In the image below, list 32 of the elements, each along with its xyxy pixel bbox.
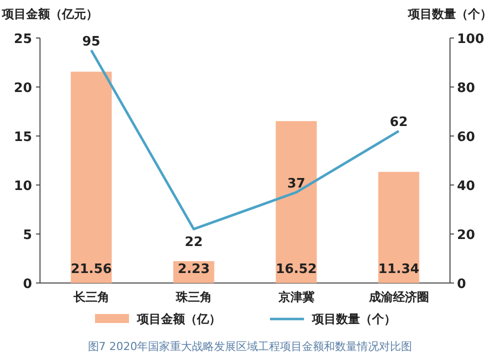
data-label: 22 xyxy=(184,235,203,250)
data-label: 2.23 xyxy=(178,262,210,277)
y-tick-label: 0 xyxy=(22,277,32,292)
data-label: 11.34 xyxy=(378,262,420,277)
bar xyxy=(276,121,317,283)
x-tick-label: 长三角 xyxy=(72,290,110,304)
data-label: 16.52 xyxy=(276,262,317,277)
y-tick-label: 10 xyxy=(14,179,32,194)
legend-label: 项目数量（个） xyxy=(311,312,396,326)
y-tick-label: 5 xyxy=(22,228,32,243)
data-label: 95 xyxy=(82,34,100,50)
y2-tick-label: 40 xyxy=(457,179,476,194)
bar xyxy=(70,72,112,283)
y2-tick-label: 60 xyxy=(457,130,476,145)
y2-tick-label: 0 xyxy=(457,277,466,292)
bar xyxy=(378,172,420,283)
x-tick-label: 珠三角 xyxy=(174,290,212,304)
data-label: 21.56 xyxy=(70,262,112,277)
y2-tick-label: 100 xyxy=(457,32,484,47)
y2-tick-label: 80 xyxy=(457,81,476,96)
y2-axis-title: 项目数量（个） xyxy=(407,7,492,21)
y-tick-label: 20 xyxy=(14,81,32,96)
caption: 图7 2020年国家重大战略发展区域工程项目金额和数量情况对比图 xyxy=(88,340,412,353)
y-axis-title: 项目金额（亿元） xyxy=(1,7,98,21)
x-tick-label: 成渝经济圈 xyxy=(368,290,429,304)
data-label: 37 xyxy=(287,176,306,192)
y-tick-label: 25 xyxy=(14,32,32,47)
legend-label: 项目金额（亿） xyxy=(136,312,221,326)
x-tick-label: 京津冀 xyxy=(277,290,314,304)
y2-tick-label: 20 xyxy=(457,228,476,243)
data-label: 62 xyxy=(390,115,408,130)
y-tick-label: 15 xyxy=(14,130,32,145)
